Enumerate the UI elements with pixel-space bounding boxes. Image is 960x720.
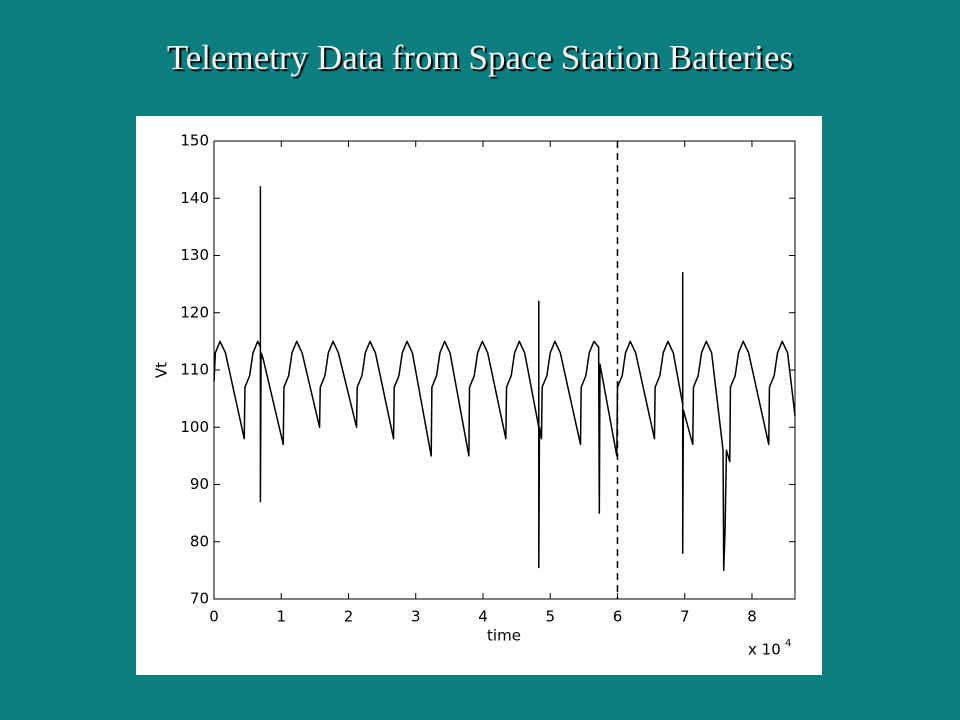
y-tick-label: 120	[180, 303, 209, 321]
x-tick-label: 1	[276, 608, 286, 626]
x-multiplier-exponent: 4	[785, 638, 791, 649]
y-tick-label: 70	[190, 590, 209, 608]
slide-title: Telemetry Data from Space Station Batter…	[166, 38, 794, 77]
x-tick-label: 0	[209, 608, 219, 626]
data-line	[213, 186, 796, 572]
x-tick-label: 7	[680, 608, 690, 626]
y-axis-label: Vt	[153, 362, 171, 378]
x-multiplier: x 10	[748, 641, 781, 659]
x-axis-label: time	[487, 627, 521, 645]
y-tick-label: 100	[180, 418, 209, 436]
y-tick-label: 80	[190, 532, 209, 550]
x-tick-label: 2	[344, 608, 354, 626]
x-tick-label: 6	[613, 608, 623, 626]
y-tick-label: 90	[190, 475, 209, 493]
x-tick-label: 5	[545, 608, 555, 626]
y-tick-label: 150	[180, 132, 209, 150]
x-tick-label: 8	[747, 608, 757, 626]
chart-background	[136, 116, 822, 675]
y-tick-label: 110	[180, 361, 209, 379]
y-tick-label: 140	[180, 189, 209, 207]
x-tick-label: 3	[411, 608, 421, 626]
y-tick-label: 130	[180, 246, 209, 264]
x-tick-label: 4	[478, 608, 488, 626]
